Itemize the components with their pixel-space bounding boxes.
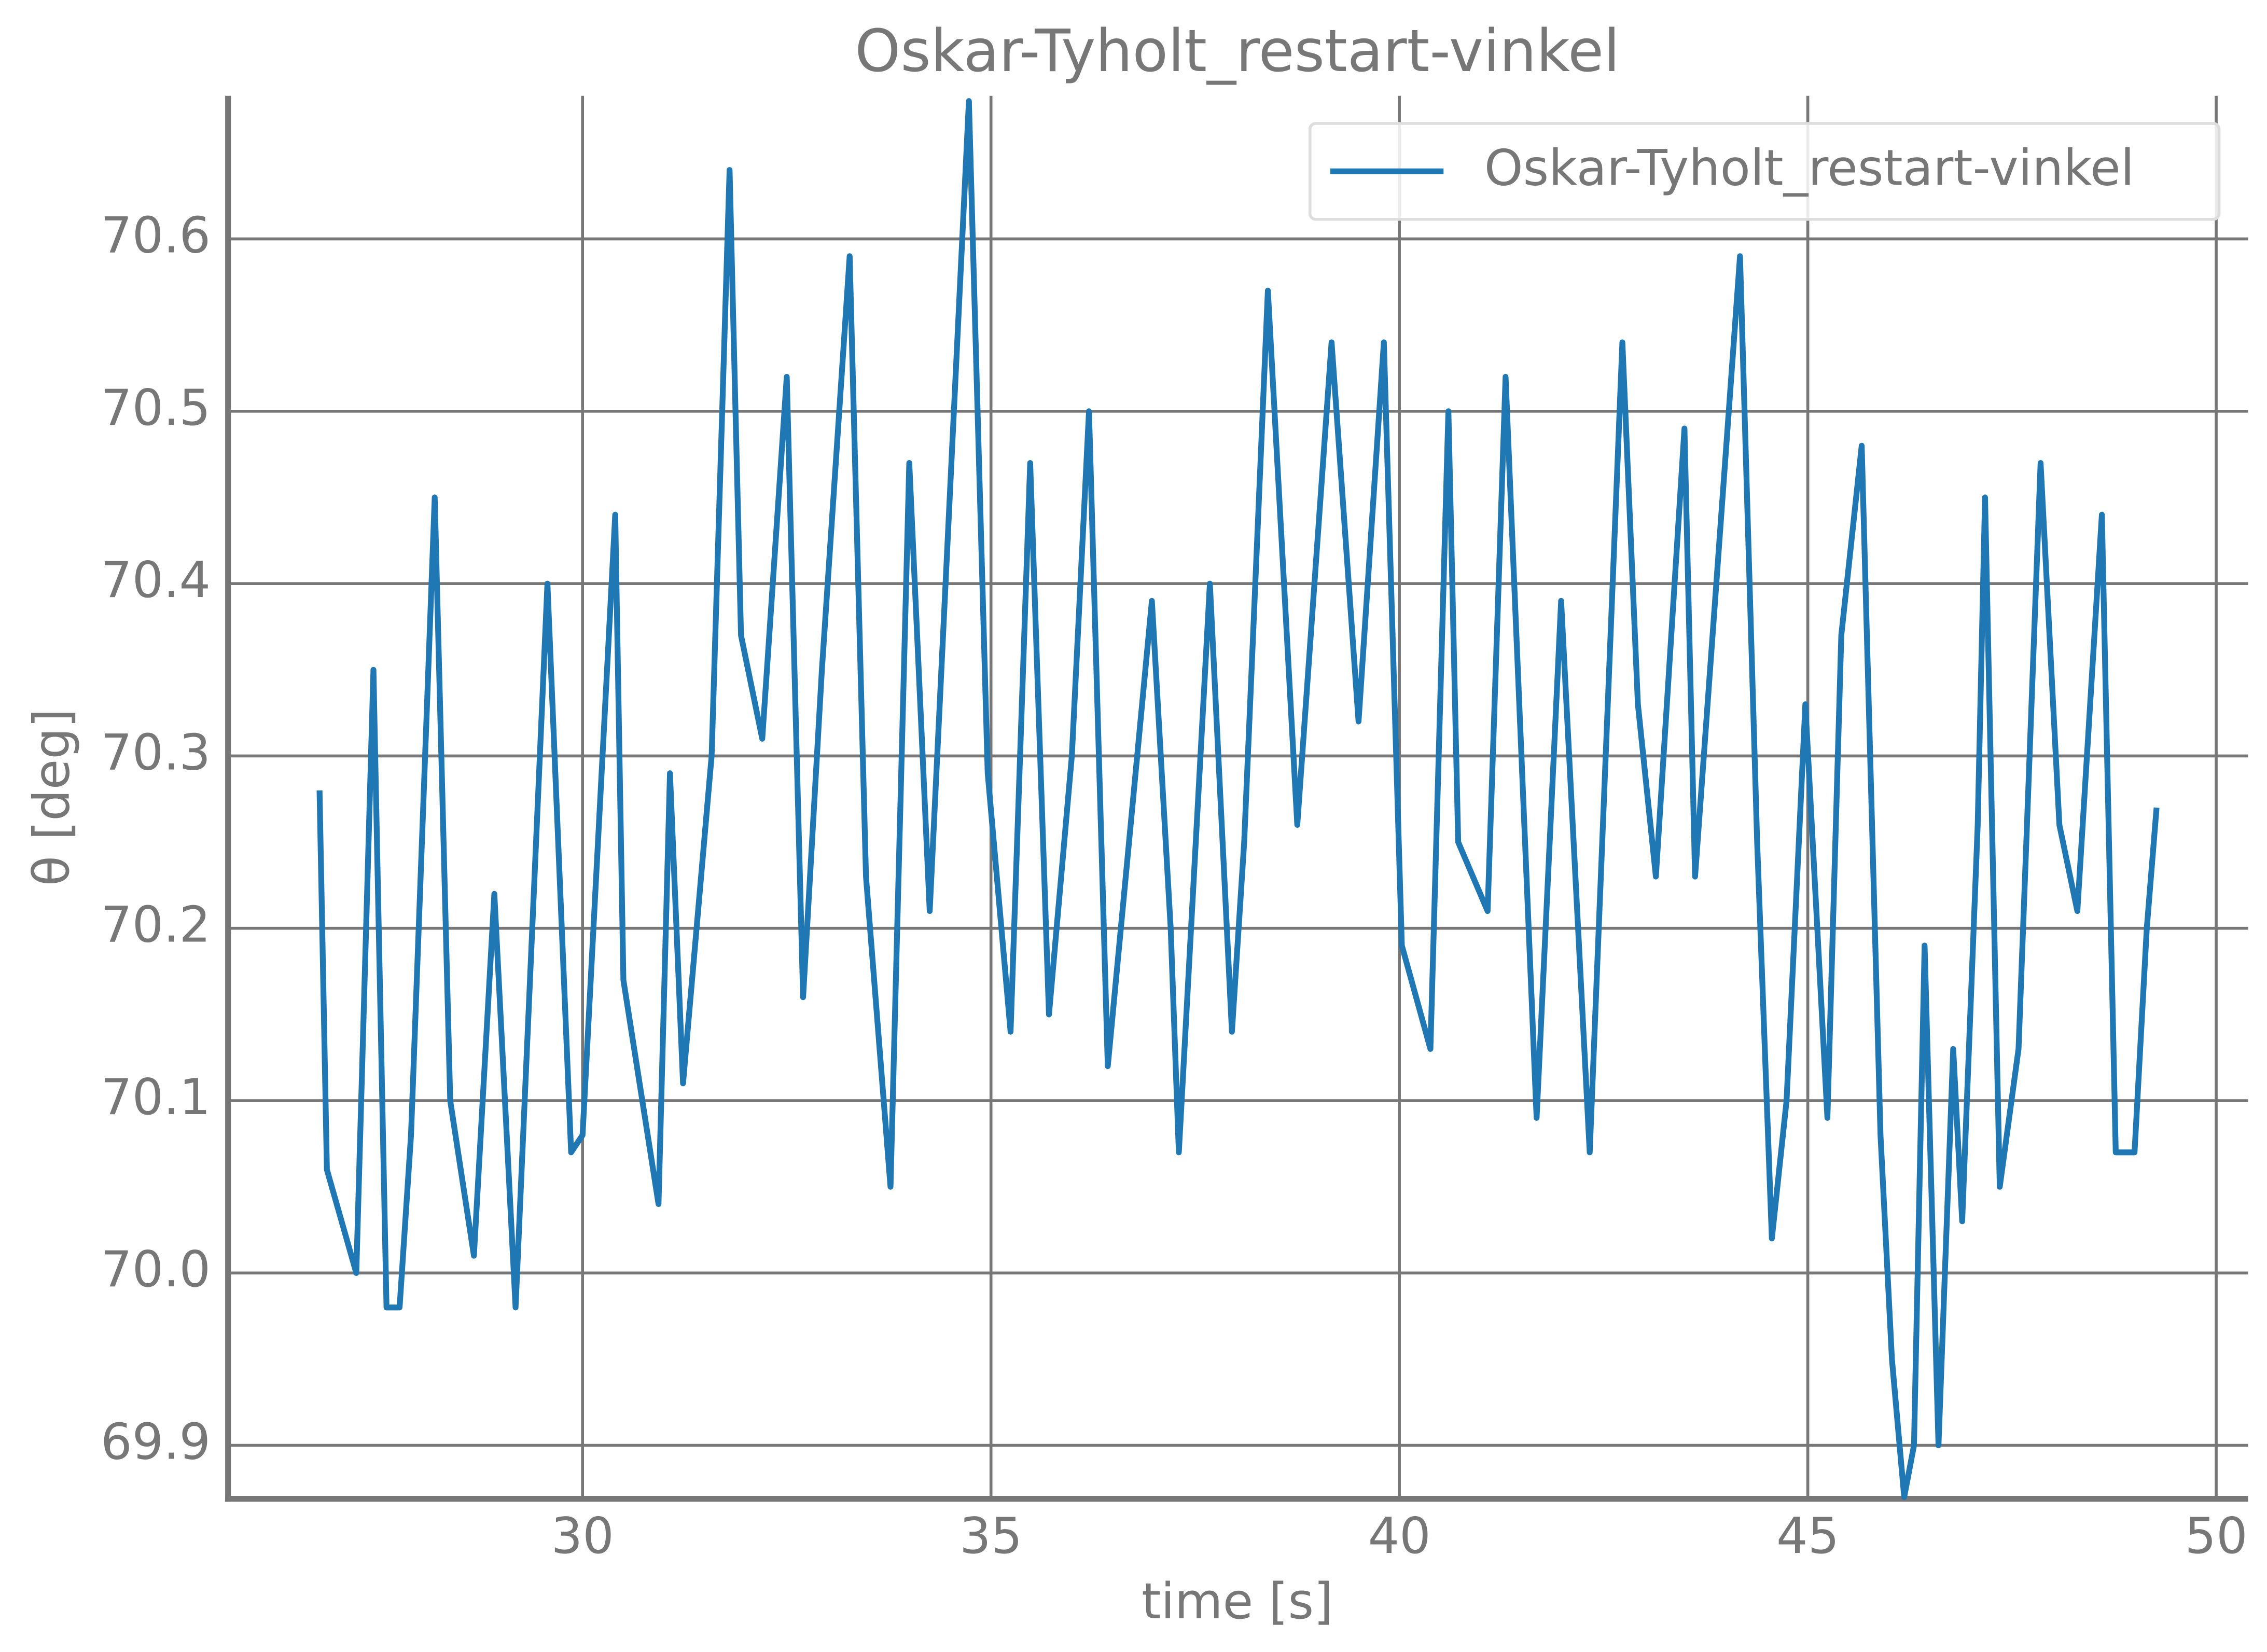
- y-tick-label: 70.2: [101, 897, 211, 954]
- x-tick-label: 50: [2185, 1508, 2248, 1565]
- y-tick-label: 70.0: [101, 1241, 211, 1298]
- legend-label: Oskar-Tyholt_restart-vinkel: [1484, 140, 2134, 197]
- y-tick-label: 70.3: [101, 724, 211, 781]
- y-tick-label: 70.4: [101, 552, 211, 609]
- legend-box: [1308, 122, 2221, 221]
- y-axis-label: θ [deg]: [23, 709, 80, 886]
- x-tick-label: 45: [1776, 1508, 1839, 1565]
- x-tick-label: 40: [1368, 1508, 1431, 1565]
- data-line: [316, 98, 2160, 1500]
- y-tick-label: 70.5: [101, 380, 211, 437]
- x-tick-label: 35: [959, 1508, 1022, 1565]
- x-tick-label: 30: [551, 1508, 614, 1565]
- chart-title: Oskar-Tyholt_restart-vinkel: [855, 18, 1620, 85]
- x-axis-label: time [s]: [1142, 1573, 1333, 1630]
- y-tick-label: 69.9: [101, 1413, 211, 1470]
- y-tick-label: 70.1: [101, 1069, 211, 1126]
- y-tick-label: 70.6: [101, 207, 211, 264]
